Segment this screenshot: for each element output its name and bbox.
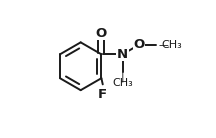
Text: F: F (98, 88, 107, 101)
Text: —: — (158, 40, 168, 50)
Text: N: N (117, 48, 128, 61)
Text: CH₃: CH₃ (162, 40, 182, 50)
Text: O: O (96, 27, 107, 40)
Text: CH₃: CH₃ (112, 79, 133, 88)
Text: |: | (121, 72, 124, 82)
Text: O: O (133, 38, 145, 51)
